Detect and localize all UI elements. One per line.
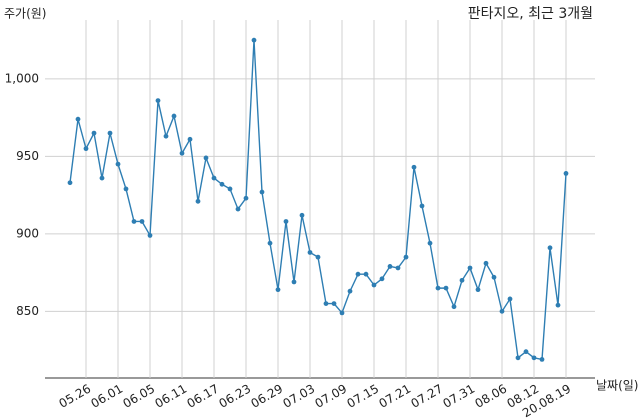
data-point xyxy=(299,212,305,218)
data-point xyxy=(467,265,473,271)
y-tick-label: 1,000 xyxy=(5,71,39,85)
data-point xyxy=(507,296,513,302)
data-point xyxy=(491,274,497,280)
x-tick-label: 07.31 xyxy=(440,382,477,411)
x-tick-label: 06.17 xyxy=(184,382,221,411)
x-tick-label: 06.11 xyxy=(152,382,189,411)
x-axis-label: 날짜(일) xyxy=(596,379,638,393)
data-point xyxy=(307,250,313,255)
data-point xyxy=(355,271,361,277)
data-point xyxy=(91,130,97,136)
data-point xyxy=(171,113,177,119)
y-tick-label: 850 xyxy=(16,304,39,318)
data-point xyxy=(539,357,545,362)
data-point xyxy=(99,175,105,181)
data-point xyxy=(395,265,401,271)
y-tick-label: 900 xyxy=(16,226,39,240)
data-point xyxy=(363,271,369,277)
data-point xyxy=(67,180,73,186)
data-point xyxy=(563,171,569,176)
data-point xyxy=(435,285,441,291)
x-tick-label: 07.27 xyxy=(408,382,445,411)
x-tick-label: 06.29 xyxy=(248,382,285,411)
data-point xyxy=(187,136,193,142)
data-point xyxy=(179,150,185,156)
x-tick-label: 08.06 xyxy=(472,382,509,411)
data-point xyxy=(147,233,153,238)
chart-title: 판타지오, 최근 3개월 xyxy=(468,6,593,22)
data-point xyxy=(515,355,521,361)
x-tick-label: 07.15 xyxy=(344,382,381,411)
data-point xyxy=(347,288,353,294)
y-tick-label: 950 xyxy=(16,149,39,163)
data-point xyxy=(475,287,481,293)
data-point xyxy=(387,264,393,269)
data-point xyxy=(267,240,273,246)
data-point xyxy=(291,279,297,285)
data-point xyxy=(459,277,465,283)
data-point xyxy=(411,164,417,170)
data-point xyxy=(123,186,129,192)
x-tick-label: 07.21 xyxy=(376,382,413,411)
data-point xyxy=(483,260,489,266)
data-point xyxy=(107,130,113,136)
data-point xyxy=(251,37,257,43)
data-point xyxy=(379,276,385,282)
data-point xyxy=(243,195,249,201)
data-point xyxy=(419,203,425,209)
data-point xyxy=(139,219,145,224)
data-point xyxy=(499,308,505,314)
data-point xyxy=(259,189,265,195)
x-tick-label: 06.01 xyxy=(88,382,125,411)
data-point xyxy=(219,181,225,187)
y-axis-label: 주가(원) xyxy=(4,7,46,21)
data-point xyxy=(339,310,345,316)
data-point xyxy=(547,245,553,251)
data-point xyxy=(531,355,537,361)
data-point xyxy=(227,186,233,192)
data-point xyxy=(275,287,281,293)
x-tick-label: 06.05 xyxy=(120,382,157,411)
data-point xyxy=(555,302,561,308)
data-point xyxy=(403,254,409,260)
x-tick-label: 07.09 xyxy=(312,382,349,411)
x-tick-label: 06.23 xyxy=(216,382,253,411)
data-point xyxy=(235,206,241,212)
data-point xyxy=(371,282,377,288)
data-point xyxy=(523,349,529,355)
data-point xyxy=(315,254,321,260)
data-point xyxy=(283,219,289,224)
data-point xyxy=(203,155,209,161)
data-point xyxy=(323,301,329,307)
data-point xyxy=(451,304,457,310)
data-point xyxy=(427,240,433,246)
data-point xyxy=(115,161,121,167)
data-point xyxy=(131,219,137,224)
data-point xyxy=(83,146,89,152)
data-point xyxy=(163,133,169,139)
data-point xyxy=(443,285,449,291)
x-tick-label: 05.26 xyxy=(56,382,93,411)
data-point xyxy=(331,301,337,307)
data-point xyxy=(155,98,161,103)
data-point xyxy=(195,198,201,204)
data-point xyxy=(75,116,81,122)
x-tick-label: 07.03 xyxy=(280,382,317,411)
data-point xyxy=(211,175,217,181)
